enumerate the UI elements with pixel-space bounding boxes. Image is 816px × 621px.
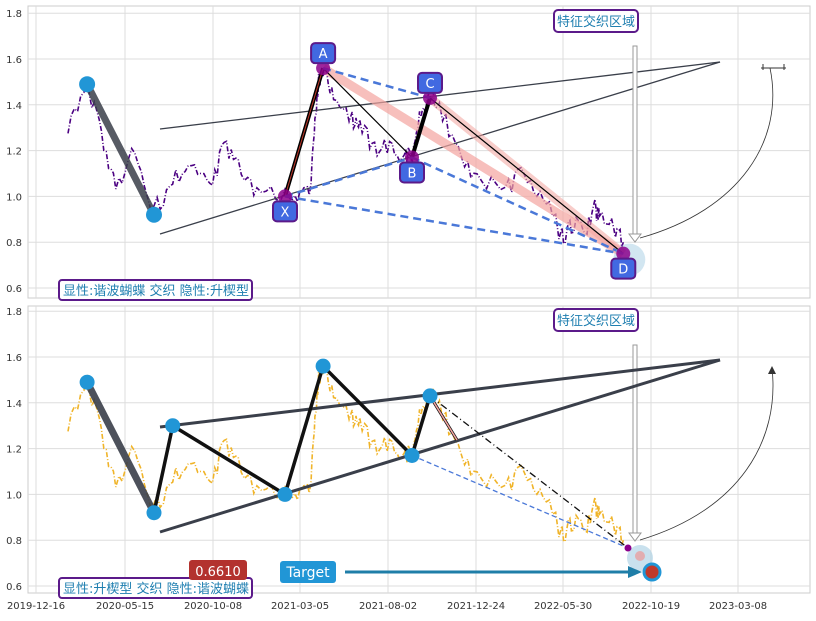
y-tick-label: 1.4 <box>6 101 22 112</box>
y-tick-label: 0.6 <box>6 582 22 593</box>
region-arrow-top-shaft <box>632 45 638 235</box>
pattern-point-marker <box>616 246 631 261</box>
y-tick-label: 1.2 <box>6 445 22 456</box>
price-label-box <box>189 560 247 581</box>
pattern-label-a: A <box>319 47 328 62</box>
y-tick-label: 1.6 <box>6 55 22 66</box>
y-tick-label: 1.4 <box>6 399 22 410</box>
x-tick-label: 2020-10-08 <box>184 601 242 612</box>
plot-area-top <box>27 5 811 299</box>
y-tick-label: 1.0 <box>6 192 22 203</box>
target-marker <box>642 562 662 582</box>
zigzag-segment <box>171 424 286 496</box>
zigzag-tail-core <box>429 395 458 441</box>
pattern-band-ad <box>320 64 626 258</box>
legend-box <box>58 279 253 301</box>
pattern-leg-bc <box>410 97 432 159</box>
x-tick-label: 2021-03-05 <box>271 601 329 612</box>
zigzag-segment <box>283 365 325 495</box>
region-arrow-top-head <box>628 233 642 243</box>
pivot-marker <box>146 505 162 521</box>
pattern-label-box <box>272 200 298 223</box>
price-series-bottom <box>67 364 625 546</box>
wedge-upper-line-bottom <box>159 358 721 429</box>
target-label: Target <box>285 565 330 581</box>
pivot-marker <box>315 358 331 374</box>
region-arrow-bottom-shaft <box>632 344 638 534</box>
wedge-lower-line-top <box>159 61 721 235</box>
target-arrow-head <box>628 566 642 579</box>
curve-arrow-bottom-head <box>768 366 776 374</box>
x-tick-label: 2021-08-02 <box>359 601 417 612</box>
y-tick-label: 1.0 <box>6 490 22 501</box>
legend-box <box>58 577 253 599</box>
projection-dashed <box>411 454 629 549</box>
y-tick-label: 0.8 <box>6 536 22 547</box>
pivot-marker <box>404 447 420 463</box>
curve-arrow-bottom <box>639 367 774 541</box>
target-label-box <box>280 561 336 584</box>
endpoint-marker <box>624 544 632 552</box>
wedge-upper-line-top <box>159 61 721 130</box>
legend-text: 显性:谐波蝴蝶 交织 隐性:升楔型 <box>63 283 249 299</box>
wedge-lower-line-bottom <box>159 358 721 534</box>
pattern-label-x: X <box>281 205 290 220</box>
region-arrow-bottom-head <box>628 532 642 542</box>
x-tick-label: 2022-10-19 <box>622 601 680 612</box>
legend-text: 显性:升楔型 交织 隐性:谐波蝴蝶 <box>63 581 249 597</box>
x-tick-label: 2022-05-30 <box>534 601 592 612</box>
pattern-point-marker <box>278 189 292 204</box>
wedge-lead-segment-top <box>83 80 158 219</box>
pivot-marker <box>79 76 96 93</box>
zigzag-segment <box>152 425 175 514</box>
pattern-label-b: B <box>408 166 417 181</box>
zigzag-segment <box>321 364 414 457</box>
zigzag-segment <box>410 395 432 456</box>
pattern-label-c: C <box>425 77 434 92</box>
plot-area-bottom <box>27 305 811 594</box>
pattern-leg-xa-core <box>284 68 324 197</box>
x-tick-label: 2023-03-08 <box>709 601 767 612</box>
y-tick-label: 0.8 <box>6 238 22 249</box>
y-tick-label: 0.6 <box>6 284 22 295</box>
pattern-leg-ab <box>322 67 413 158</box>
x-tick-label: 2019-12-16 <box>7 601 65 612</box>
y-tick-label: 1.2 <box>6 147 22 158</box>
pivot-marker <box>277 486 293 502</box>
pattern-label-box <box>610 257 637 280</box>
pattern-point-marker <box>423 90 437 105</box>
region-label: 特征交织区域 <box>557 313 635 329</box>
pivot-marker <box>146 206 162 223</box>
y-tick-label: 1.8 <box>6 9 22 20</box>
pattern-leg-cd <box>429 97 624 255</box>
region-label-box <box>553 9 639 33</box>
pivot-marker <box>422 388 438 404</box>
y-tick-label: 1.8 <box>6 307 22 318</box>
price-series-top <box>67 66 625 248</box>
target-zone-dot <box>635 551 645 561</box>
pattern-label-box <box>310 42 337 65</box>
price-label: 0.6610 <box>195 565 241 580</box>
pattern-point-marker <box>405 150 419 165</box>
pattern-dash-xd <box>284 195 624 255</box>
region-label-box <box>553 308 639 332</box>
pivot-marker <box>79 374 95 390</box>
pattern-dash-ac <box>322 66 431 100</box>
pattern-dash-xb <box>284 156 413 198</box>
x-tick-label: 2020-05-15 <box>96 601 154 612</box>
pattern-label-box <box>417 71 443 94</box>
pattern-label-d: D <box>618 263 628 278</box>
pivot-marker <box>165 418 181 434</box>
wedge-lead-segment-bottom <box>83 378 158 517</box>
pattern-label-box <box>399 161 425 184</box>
region-label: 特征交织区域 <box>557 14 635 30</box>
curve-arrow-top <box>639 67 774 239</box>
x-tick-label: 2021-12-24 <box>447 601 505 612</box>
pattern-point-marker <box>316 61 331 76</box>
y-tick-label: 1.6 <box>6 353 22 364</box>
